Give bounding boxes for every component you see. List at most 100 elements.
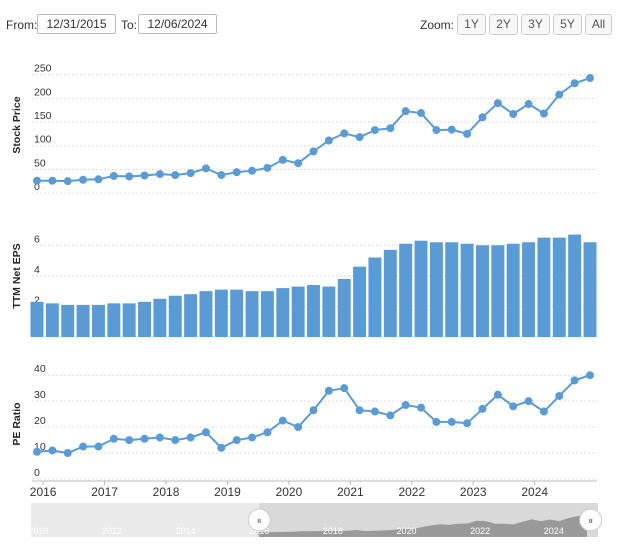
stock-price-series-line xyxy=(37,77,591,183)
stock-price-point xyxy=(309,147,318,156)
pe-ratio-ytick-label: 20 xyxy=(34,415,46,427)
pe-ratio-point xyxy=(463,419,472,428)
eps-ytick-label: 6 xyxy=(34,233,40,245)
stock-price-point xyxy=(79,175,88,184)
stock-price-point xyxy=(248,166,257,175)
from-date-input[interactable] xyxy=(37,14,116,34)
stock-price-point xyxy=(509,109,518,118)
stock-price-point xyxy=(570,79,579,88)
stock-price-point xyxy=(48,176,57,185)
eps-bar xyxy=(475,245,489,337)
pe-ratio-point xyxy=(524,397,533,406)
eps-bar xyxy=(91,304,105,337)
pe-ratio-point xyxy=(386,411,395,420)
stock-price-point xyxy=(493,99,502,108)
pe-ratio-point xyxy=(309,406,318,415)
pe-ratio-axis-label: PE Ratio xyxy=(11,402,23,445)
stock-price-point xyxy=(94,175,103,184)
navigator-left-handle[interactable] xyxy=(247,508,271,532)
stock-price-point xyxy=(417,109,426,118)
pe-ratio-point xyxy=(79,442,88,451)
stock-price-point xyxy=(463,129,472,138)
from-label: From: xyxy=(6,18,38,32)
range-navigator[interactable]: 20102012201420162018202020222024⏸⏸ xyxy=(28,503,603,537)
eps-bar xyxy=(184,294,198,337)
eps-bar xyxy=(368,257,382,337)
zoom-1y-button[interactable]: 1Y xyxy=(457,14,486,35)
stock-price-ytick-label: 100 xyxy=(34,134,52,146)
pe-ratio-point xyxy=(493,390,502,399)
eps-bar xyxy=(429,242,443,337)
eps-bar xyxy=(491,245,505,337)
navigator-series xyxy=(255,515,587,537)
stock-price-ytick-label: 200 xyxy=(34,86,52,98)
x-tick-label: 2017 xyxy=(91,485,118,499)
pe-ratio-point xyxy=(48,446,57,455)
eps-bar xyxy=(30,301,44,337)
pe-ratio-point xyxy=(432,417,441,426)
eps-bar xyxy=(522,242,536,337)
eps-bar xyxy=(322,286,336,337)
eps-bar xyxy=(153,298,167,337)
stock-price-point xyxy=(217,171,226,180)
pe-ratio-point xyxy=(125,436,134,445)
stock-price-point xyxy=(324,136,333,145)
eps-ytick-label: 4 xyxy=(34,264,40,276)
handle-grip-icon: ⏸ xyxy=(257,516,262,527)
eps-bar xyxy=(568,234,582,337)
eps-bar xyxy=(230,289,244,337)
to-date-input[interactable] xyxy=(138,14,217,34)
stock-price-ytick-label: 50 xyxy=(34,157,46,169)
stock-price-point xyxy=(539,109,548,118)
pe-ratio-point xyxy=(417,403,426,412)
stock-price-point xyxy=(294,159,303,168)
navigator-right-handle[interactable] xyxy=(579,508,603,532)
x-tick-label: 2024 xyxy=(521,485,548,499)
navigator-tick-label: 2022 xyxy=(470,526,490,536)
to-label: To: xyxy=(121,18,138,32)
zoom-3y-button[interactable]: 3Y xyxy=(521,14,550,35)
eps-bar xyxy=(307,285,320,337)
eps-bar xyxy=(199,291,213,337)
pe-ratio-point xyxy=(263,428,272,437)
stock-price-point xyxy=(125,172,134,181)
eps-bar xyxy=(45,303,59,337)
pe-ratio-point xyxy=(355,406,364,415)
zoom-all-button[interactable]: All xyxy=(585,14,612,35)
eps-bar xyxy=(168,295,182,337)
eps-bar xyxy=(583,242,597,337)
stock-price-point xyxy=(524,100,533,109)
pe-ratio-point xyxy=(155,433,164,442)
pe-ratio-point xyxy=(555,391,564,400)
stock-price-point xyxy=(263,163,272,172)
stock-price-ytick-label: 0 xyxy=(34,181,40,193)
zoom-2y-button[interactable]: 2Y xyxy=(489,14,518,35)
stock-price-point xyxy=(109,171,118,180)
navigator-tick-label: 2014 xyxy=(176,526,196,536)
zoom-5y-button[interactable]: 5Y xyxy=(553,14,582,35)
eps-bar xyxy=(61,304,75,337)
handle-grip-icon: ⏸ xyxy=(588,516,593,527)
navigator-tick-label: 2018 xyxy=(323,526,343,536)
stock-price-point xyxy=(340,129,349,138)
eps-bar xyxy=(245,291,259,337)
pe-ratio-point xyxy=(33,447,41,456)
navigator-tick-label: 2024 xyxy=(544,526,564,536)
pe-ratio-point xyxy=(586,371,594,380)
stock-price-point xyxy=(432,126,441,135)
stock-price-point xyxy=(232,168,241,177)
stock-price-point xyxy=(555,90,564,99)
stock-price-point xyxy=(355,133,364,142)
stock-price-ytick-label: 250 xyxy=(34,63,52,75)
pe-ratio-point xyxy=(109,434,118,443)
x-tick-label: 2021 xyxy=(337,485,364,499)
zoom-label: Zoom: xyxy=(420,18,455,32)
navigator-mask xyxy=(31,503,260,537)
pe-ratio-point xyxy=(94,442,103,451)
pe-ratio-point xyxy=(401,401,410,410)
stock-price-point xyxy=(278,155,287,164)
pe-ratio-point xyxy=(171,436,180,445)
stock-price-point xyxy=(201,164,210,173)
stock-price-point xyxy=(478,113,487,122)
